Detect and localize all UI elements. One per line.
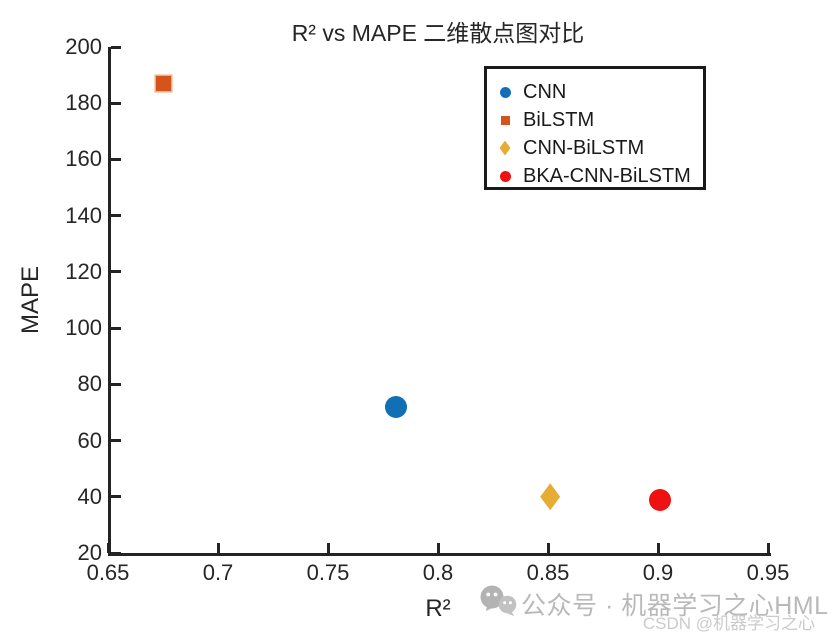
x-tick-label: 0.85 xyxy=(526,560,570,585)
chart-title: R² vs MAPE 二维散点图对比 xyxy=(291,20,585,46)
legend-marker-cell xyxy=(497,140,513,156)
legend-marker-cell xyxy=(497,170,513,182)
legend-marker-cell xyxy=(497,115,513,125)
y-tick-mark xyxy=(111,45,121,49)
x-tick-label: 0.95 xyxy=(746,560,790,585)
legend-marker-diamond-icon xyxy=(499,140,511,156)
marker-cnn-bilstm xyxy=(540,483,561,511)
y-tick-mark xyxy=(111,551,121,555)
legend-item-label: CNN xyxy=(523,80,567,103)
x-tick-mark xyxy=(546,543,550,553)
legend-marker-square-icon xyxy=(500,115,510,125)
y-tick-mark xyxy=(111,382,121,386)
legend-item-label: BiLSTM xyxy=(523,108,595,131)
y-tick-mark xyxy=(111,439,121,443)
legend-item-bilstm: BiLSTM xyxy=(497,106,697,134)
x-tick-mark xyxy=(766,543,770,553)
legend-item-label: CNN-BiLSTM xyxy=(523,136,645,159)
legend-item-cnn-bilstm: CNN-BiLSTM xyxy=(497,134,697,162)
x-tick-label: 0.75 xyxy=(306,560,350,585)
x-tick-label: 0.9 xyxy=(642,560,674,585)
x-tick-label: 0.65 xyxy=(86,560,130,585)
x-tick-mark xyxy=(326,543,330,553)
x-tick-label: 0.7 xyxy=(202,560,234,585)
marker-bka-cnn-bilstm xyxy=(649,488,672,511)
y-tick-label: 120 xyxy=(65,258,102,284)
x-tick-mark xyxy=(216,543,220,553)
legend-item-label: BKA-CNN-BiLSTM xyxy=(523,164,691,187)
x-tick-mark xyxy=(436,543,440,553)
y-tick-mark xyxy=(111,101,121,105)
y-tick-label: 20 xyxy=(77,540,102,565)
y-axis-label: MAPE xyxy=(17,266,44,335)
legend: CNN BiLSTM CNN-BiLSTM BKA-CNN-BiLSTM xyxy=(484,66,706,190)
legend-marker-cell xyxy=(497,86,513,98)
x-tick-mark xyxy=(106,543,110,553)
y-tick-mark xyxy=(111,326,121,330)
y-tick-label: 100 xyxy=(65,315,102,341)
plot-area xyxy=(108,47,771,556)
x-axis-label: R² xyxy=(425,595,451,622)
y-tick-label: 200 xyxy=(65,34,102,59)
y-tick-mark xyxy=(111,495,121,499)
legend-marker-circle-icon xyxy=(499,86,511,98)
y-tick-mark xyxy=(111,270,121,274)
legend-item-bka-cnn-bilstm: BKA-CNN-BiLSTM xyxy=(497,162,697,190)
x-tick-mark xyxy=(656,543,660,553)
y-tick-label: 160 xyxy=(65,146,102,172)
y-tick-mark xyxy=(111,214,121,218)
legend-item-cnn: CNN xyxy=(497,78,697,106)
marker-cnn xyxy=(385,395,408,418)
y-tick-mark xyxy=(111,157,121,161)
y-tick-label: 40 xyxy=(77,483,102,509)
y-tick-label: 180 xyxy=(65,90,102,116)
y-tick-label: 140 xyxy=(65,202,102,228)
legend-marker-circle-icon xyxy=(499,170,511,182)
x-tick-label: 0.8 xyxy=(422,560,454,585)
y-tick-label: 60 xyxy=(77,427,102,453)
y-tick-label: 80 xyxy=(77,371,102,397)
marker-bilstm xyxy=(155,76,171,92)
